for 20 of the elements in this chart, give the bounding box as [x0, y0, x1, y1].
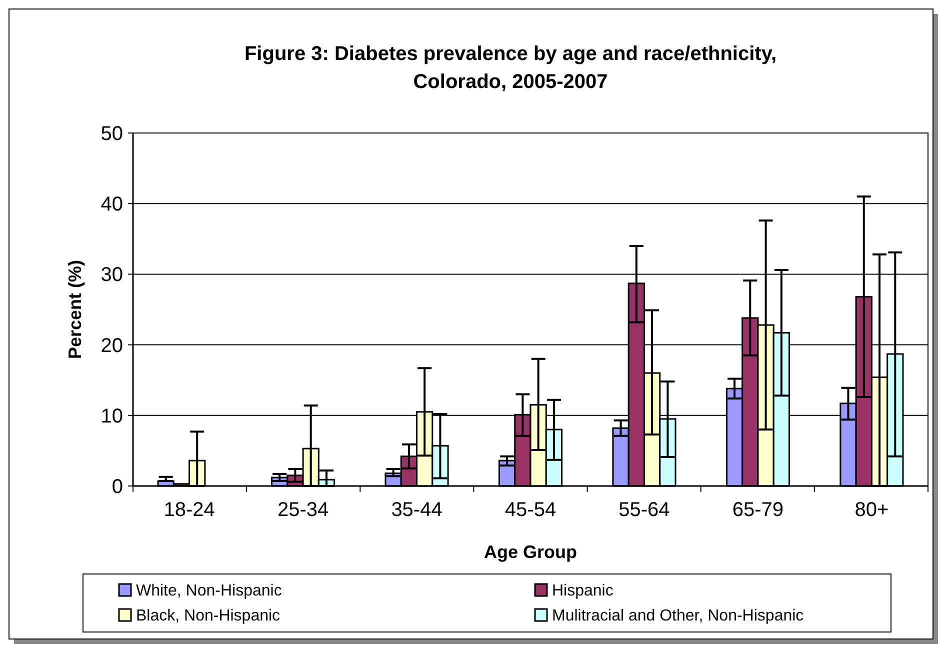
- x-tick-label: 80+: [854, 499, 889, 521]
- y-tick-label: 20: [100, 334, 123, 357]
- y-tick-label: 0: [112, 476, 123, 498]
- x-tick-label: 45-54: [504, 499, 556, 521]
- x-tick-label: 65-79: [732, 499, 784, 521]
- legend-label: Hispanic: [552, 582, 614, 600]
- x-tick-label: 18-24: [164, 499, 215, 521]
- y-axis-title: Percent (%): [65, 260, 85, 360]
- x-axis-title: Age Group: [484, 542, 577, 562]
- legend-label: Mulitracial and Other, Non-Hispanic: [552, 608, 804, 625]
- y-tick-label: 50: [100, 123, 123, 145]
- legend-label: White, Non-Hispanic: [136, 582, 282, 600]
- x-tick-label: 25-34: [277, 499, 329, 521]
- legend-label: Black, Non-Hispanic: [136, 608, 280, 625]
- y-tick-label: 40: [100, 194, 123, 216]
- x-tick-label: 35-44: [391, 499, 442, 521]
- chart-title: Figure 3: Diabetes prevalence by age and race/ethnicity, Colorado, 2005-2007: [244, 43, 777, 93]
- x-tick-label: 55-64: [618, 499, 670, 521]
- y-tick-label: 10: [100, 405, 123, 428]
- y-tick-label: 30: [100, 264, 123, 286]
